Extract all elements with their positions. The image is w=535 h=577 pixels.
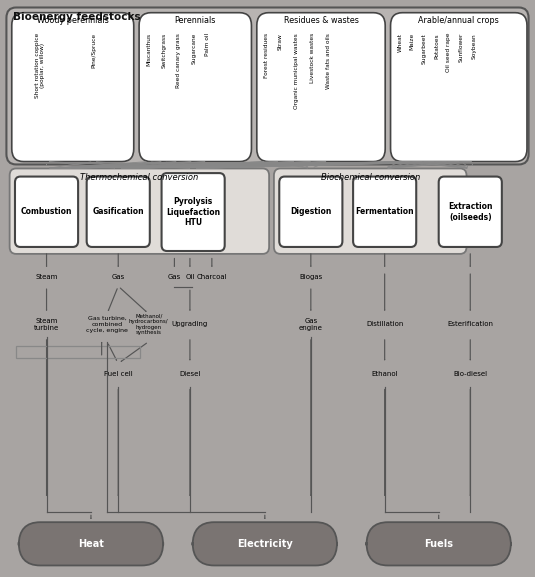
FancyBboxPatch shape: [366, 522, 511, 565]
FancyBboxPatch shape: [162, 173, 225, 251]
Text: Oil: Oil: [185, 274, 195, 280]
FancyBboxPatch shape: [193, 522, 337, 565]
FancyBboxPatch shape: [87, 177, 150, 247]
FancyBboxPatch shape: [10, 168, 269, 254]
Text: Esterification: Esterification: [447, 321, 493, 327]
Text: Gas: Gas: [112, 274, 125, 280]
Text: Livestock wastes: Livestock wastes: [310, 33, 316, 83]
Text: Miscanthus: Miscanthus: [146, 33, 151, 66]
Text: Sugarbeet: Sugarbeet: [422, 33, 427, 63]
FancyBboxPatch shape: [439, 177, 502, 247]
Text: Distillation: Distillation: [366, 321, 403, 327]
Text: Fuel cell: Fuel cell: [104, 371, 133, 377]
Text: Soybean: Soybean: [471, 33, 477, 58]
Text: Pine/Spruce: Pine/Spruce: [91, 33, 96, 68]
FancyBboxPatch shape: [279, 177, 342, 247]
FancyBboxPatch shape: [6, 8, 529, 164]
FancyBboxPatch shape: [19, 522, 163, 565]
Text: Sunflower: Sunflower: [458, 33, 464, 62]
Text: Methanol/
hydrocarbons/
hydrogen
synthesis: Methanol/ hydrocarbons/ hydrogen synthes…: [129, 313, 169, 335]
Text: Biochemical conversion: Biochemical conversion: [320, 173, 420, 182]
Text: Upgrading: Upgrading: [172, 321, 208, 327]
Text: Woody perennials: Woody perennials: [37, 16, 109, 25]
Text: Perennials: Perennials: [174, 16, 216, 25]
Text: Potatoes: Potatoes: [434, 33, 439, 58]
Text: Reed canary grass: Reed canary grass: [176, 33, 181, 88]
Text: Gas turbine,
combined
cycle, engine: Gas turbine, combined cycle, engine: [86, 316, 128, 332]
Text: Gas: Gas: [168, 274, 181, 280]
FancyBboxPatch shape: [274, 168, 467, 254]
Text: Wheat: Wheat: [398, 33, 403, 52]
Text: Forest residues: Forest residues: [264, 33, 269, 78]
Text: Maize: Maize: [409, 33, 415, 50]
Bar: [16, 346, 140, 358]
Text: Residues & wastes: Residues & wastes: [284, 16, 358, 25]
Text: Palm oil: Palm oil: [205, 33, 210, 56]
Text: Biogas: Biogas: [299, 274, 323, 280]
Text: Waste fats and oils: Waste fats and oils: [326, 33, 331, 89]
Text: Fermentation: Fermentation: [355, 207, 414, 216]
Text: Fuels: Fuels: [424, 539, 453, 549]
Text: Pyrolysis
Liquefaction
HTU: Pyrolysis Liquefaction HTU: [166, 197, 220, 227]
FancyBboxPatch shape: [15, 177, 78, 247]
Text: Extraction
(oilseeds): Extraction (oilseeds): [448, 202, 493, 222]
Text: Oil seed rape: Oil seed rape: [446, 33, 452, 72]
Text: Gas
engine: Gas engine: [299, 318, 323, 331]
Text: Organic municipal wastes: Organic municipal wastes: [294, 33, 299, 108]
Text: Digestion: Digestion: [290, 207, 332, 216]
Text: Bioenergy feedstocks: Bioenergy feedstocks: [13, 12, 141, 22]
Text: Combustion: Combustion: [21, 207, 72, 216]
Text: Sugarcane: Sugarcane: [191, 33, 196, 64]
Text: Straw: Straw: [278, 33, 283, 50]
FancyBboxPatch shape: [12, 13, 134, 162]
Text: Bio-diesel: Bio-diesel: [453, 371, 487, 377]
Text: Switchgrass: Switchgrass: [161, 33, 166, 68]
Text: Diesel: Diesel: [179, 371, 201, 377]
Text: Ethanol: Ethanol: [371, 371, 398, 377]
FancyBboxPatch shape: [391, 13, 527, 162]
Text: Electricity: Electricity: [237, 539, 293, 549]
FancyBboxPatch shape: [139, 13, 251, 162]
Text: Arable/annual crops: Arable/annual crops: [418, 16, 499, 25]
Text: Thermochemical conversion: Thermochemical conversion: [80, 173, 198, 182]
Text: Short rotation coppice
(poplar, willow): Short rotation coppice (poplar, willow): [35, 33, 45, 98]
Text: Charcoal: Charcoal: [196, 274, 227, 280]
Text: Steam
turbine: Steam turbine: [34, 318, 59, 331]
FancyBboxPatch shape: [257, 13, 385, 162]
Text: Gasification: Gasification: [93, 207, 144, 216]
FancyBboxPatch shape: [353, 177, 416, 247]
Text: Heat: Heat: [78, 539, 104, 549]
Text: Steam: Steam: [35, 274, 58, 280]
